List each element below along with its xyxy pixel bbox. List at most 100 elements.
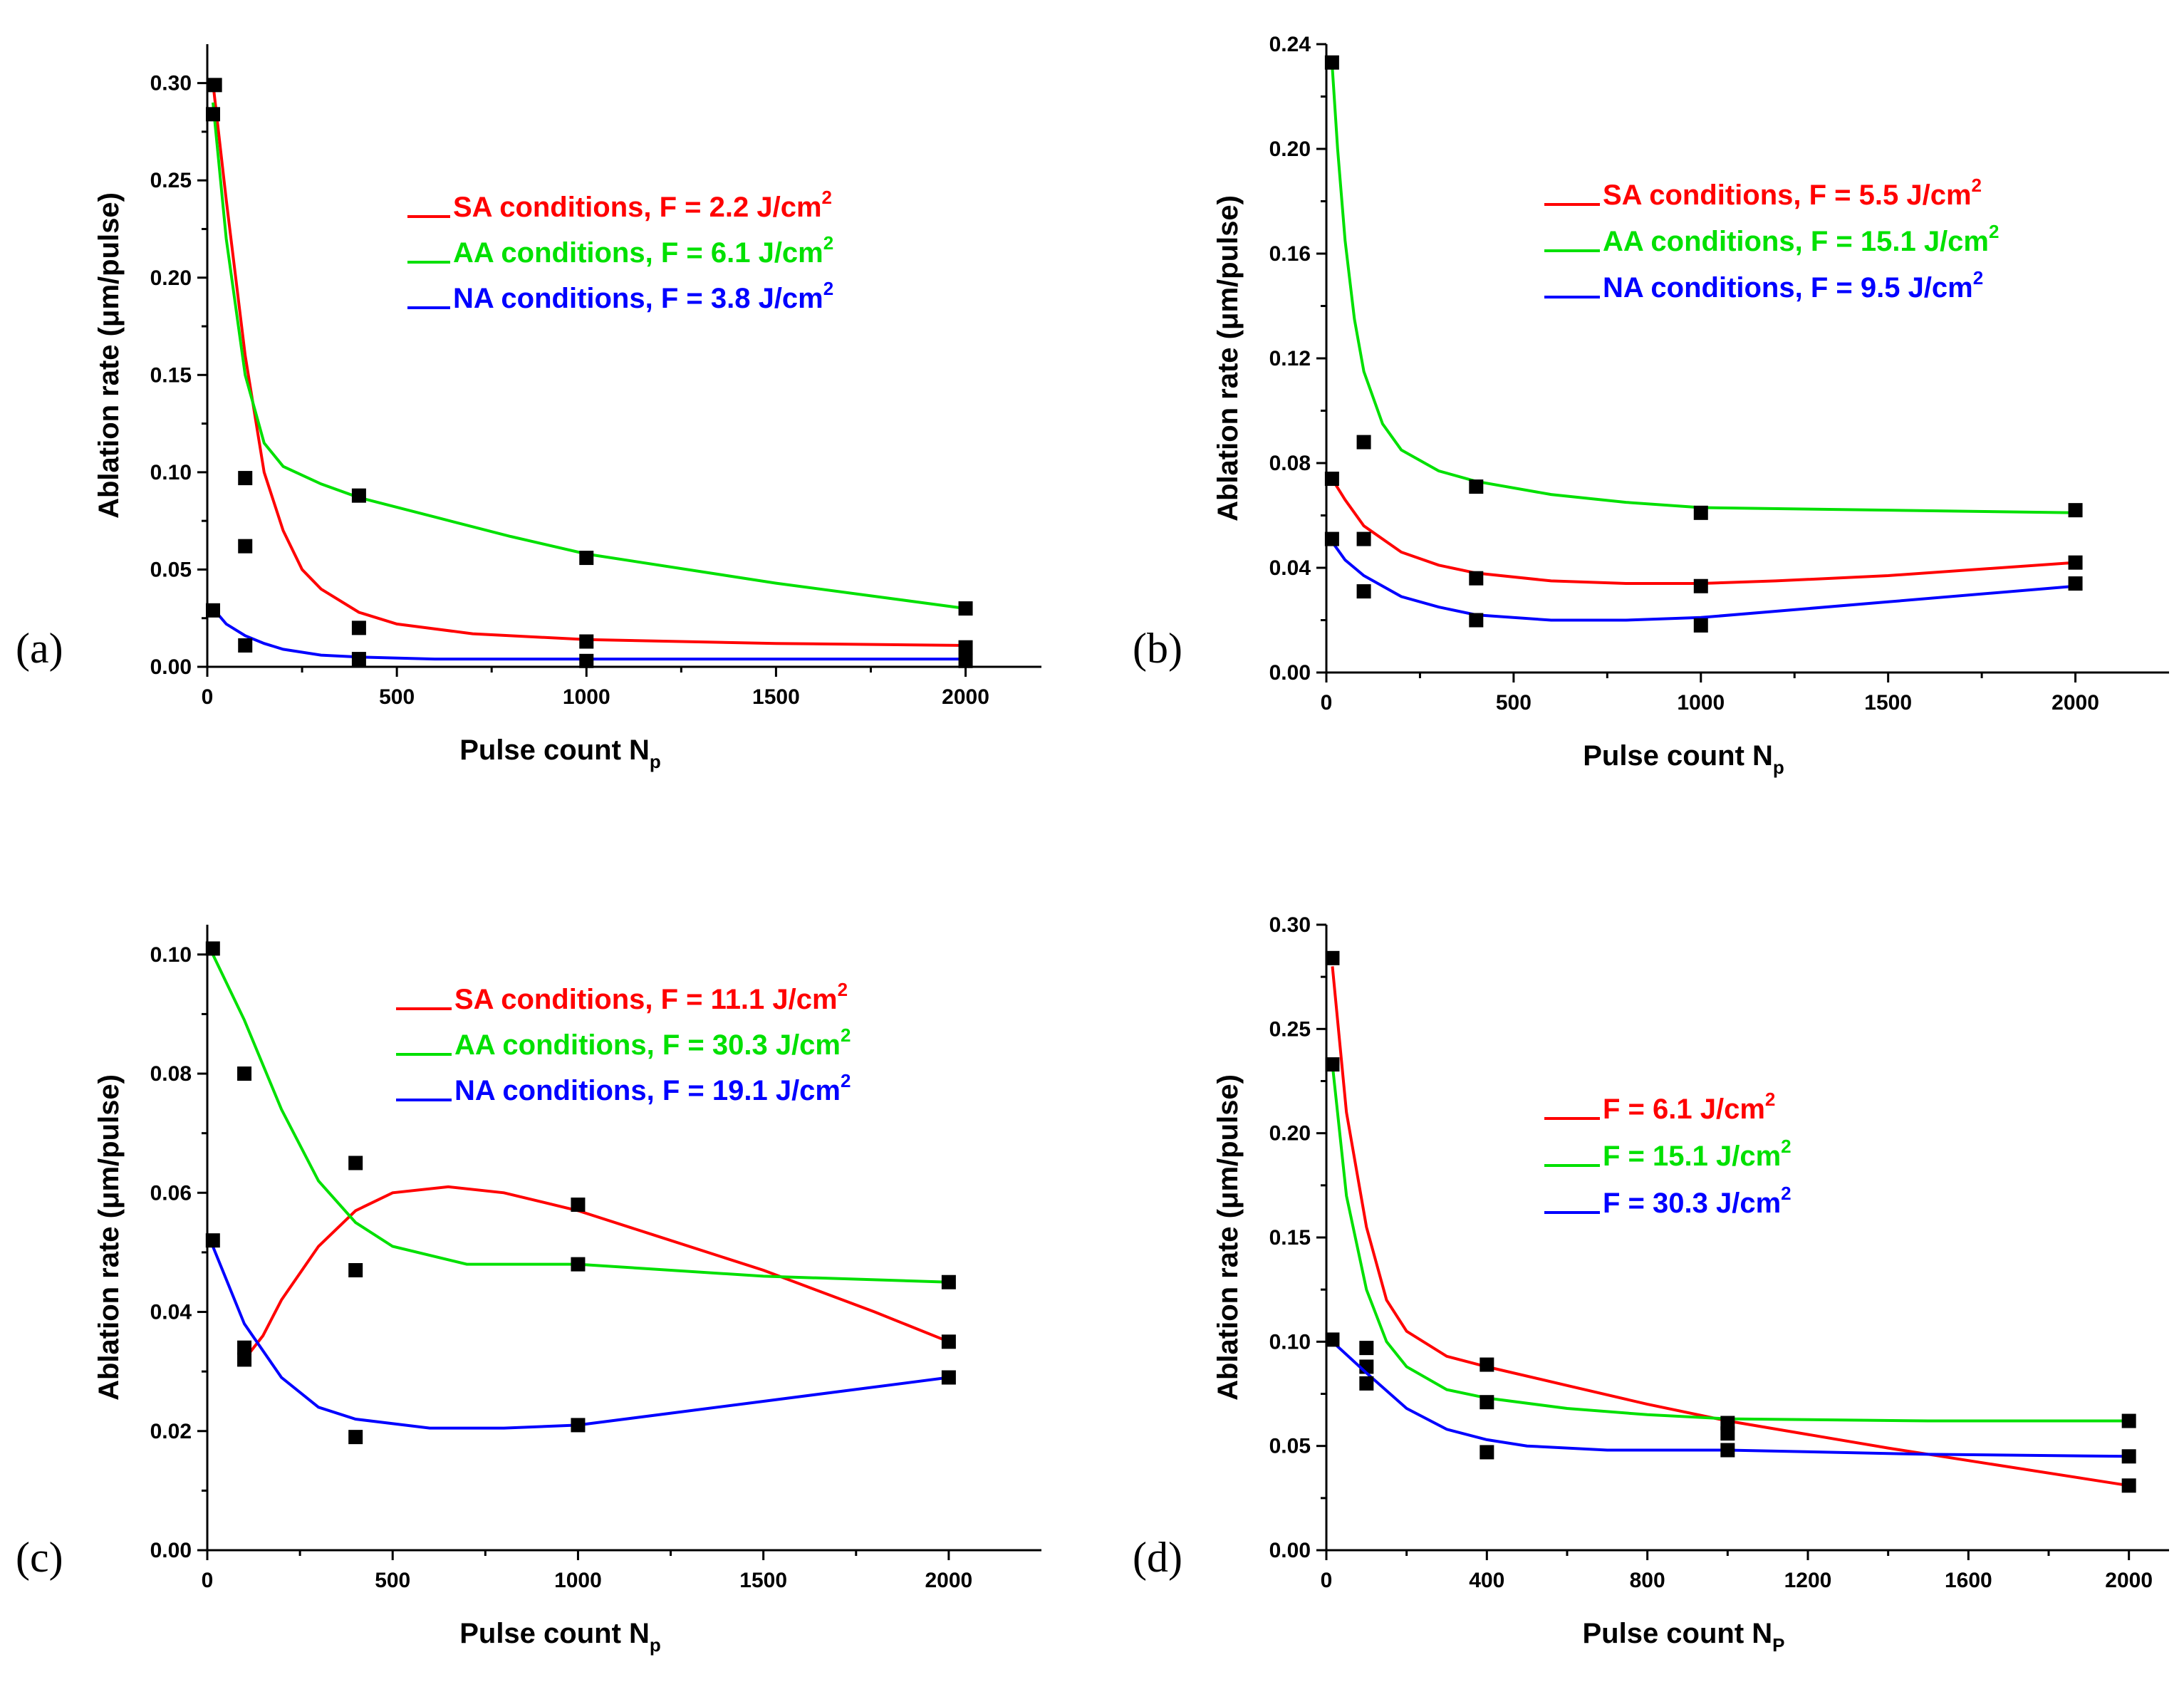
y-axis-title: Ablation rate (μm/pulse) — [1212, 195, 1244, 521]
x-axis-title-subscript: p — [650, 1634, 661, 1656]
data-point — [1469, 613, 1484, 628]
data-point — [207, 78, 222, 93]
data-point — [2121, 1413, 2136, 1428]
x-axis-title: Pulse count Np — [459, 734, 661, 772]
data-point — [571, 1257, 586, 1272]
y-tick-label: 0.04 — [150, 1301, 192, 1324]
y-tick-label: 0.25 — [1269, 1017, 1311, 1041]
y-tick-label: 0.30 — [150, 72, 192, 95]
y-tick-label: 0.30 — [1269, 913, 1311, 937]
legend-entry: NA conditions, F = 19.1 J/cm2 — [454, 1070, 851, 1106]
y-tick-label: 0.00 — [150, 1539, 192, 1562]
x-axis-title: Pulse count NP — [1582, 1618, 1784, 1656]
x-tick-label: 0 — [202, 685, 214, 709]
panel-label: (d) — [1133, 1534, 1182, 1581]
series-f-15-1-j-cm — [1325, 1057, 2136, 1431]
legend-entry: AA conditions, F = 6.1 J/cm2 — [453, 232, 833, 269]
fit-line — [243, 1185, 950, 1361]
x-axis-title-main: Pulse count N — [459, 1618, 650, 1649]
y-tick-label: 0.00 — [1269, 1539, 1311, 1562]
x-tick-label: 1000 — [563, 685, 610, 709]
y-tick-label: 0.00 — [150, 655, 192, 679]
legend-entry: AA conditions, F = 30.3 J/cm2 — [454, 1024, 851, 1061]
legend-superscript: 2 — [1972, 175, 1982, 196]
legend-label: NA conditions, F = 3.8 J/cm — [453, 283, 823, 314]
series-aa-conditions — [1324, 55, 2083, 520]
data-point — [2068, 576, 2083, 591]
x-axis-title-subscript: p — [1773, 757, 1784, 778]
data-point — [958, 601, 973, 616]
legend-entry: F = 6.1 J/cm2 — [1603, 1089, 1775, 1125]
fit-line — [1330, 62, 2076, 514]
panel-a: 0 500 1000 1500 2000 0.00 0.05 0.10 0.15 0.20 0.25… — [16, 44, 1041, 772]
data-point — [205, 603, 220, 618]
y-tick-label: 0.16 — [1269, 242, 1311, 266]
data-point — [348, 1262, 363, 1277]
x-tick-label: 0 — [202, 1569, 214, 1592]
legend-entry: SA conditions, F = 5.5 J/cm2 — [1603, 175, 1982, 211]
fit-line — [212, 102, 966, 611]
data-point — [1324, 531, 1339, 546]
y-tick-label: 0.24 — [1269, 33, 1311, 56]
data-point — [351, 488, 366, 503]
fit-line — [211, 1245, 950, 1430]
panel-c: 0 500 1000 1500 2000 0.00 0.02 0.04 0.06 0.08 0.10… — [16, 925, 1041, 1656]
data-point — [351, 652, 366, 667]
data-point — [1324, 55, 1339, 70]
y-axis-title: Ablation rate (μm/pulse) — [93, 192, 125, 519]
legend-label: AA conditions, F = 30.3 J/cm — [454, 1029, 841, 1061]
legend-entry: NA conditions, F = 9.5 J/cm2 — [1603, 267, 1983, 303]
x-axis-title-subscript: p — [650, 751, 661, 772]
legend-superscript: 2 — [1781, 1136, 1791, 1157]
y-tick-label: 0.10 — [1269, 1330, 1311, 1354]
data-point — [205, 107, 220, 122]
y-tick-label: 0.05 — [1269, 1435, 1311, 1458]
x-tick-label: 2000 — [925, 1569, 973, 1592]
data-point — [2068, 555, 2083, 570]
panel-label: (a) — [16, 625, 63, 672]
legend-superscript: 2 — [1989, 221, 1999, 242]
x-tick-label: 1000 — [1677, 691, 1725, 715]
series-f-6-1-j-cm — [1325, 950, 2136, 1493]
x-tick-label: 0 — [1321, 1569, 1333, 1592]
y-tick-label: 0.25 — [150, 169, 192, 192]
data-point — [1356, 435, 1371, 450]
legend-superscript: 2 — [1973, 267, 1983, 289]
data-point — [1359, 1376, 1374, 1391]
data-point — [2121, 1478, 2136, 1493]
legend-superscript: 2 — [823, 232, 833, 254]
x-tick-label: 800 — [1630, 1569, 1665, 1592]
data-point — [958, 653, 973, 668]
x-axis-title: Pulse count Np — [1583, 740, 1784, 778]
y-tick-label: 0.08 — [150, 1062, 192, 1086]
y-tick-label: 0.08 — [1269, 452, 1311, 475]
y-axis-title: Ablation rate (μm/pulse) — [1212, 1074, 1244, 1401]
legend-label: SA conditions, F = 2.2 J/cm — [453, 192, 822, 223]
x-tick-label: 500 — [379, 685, 415, 709]
data-point — [237, 1340, 252, 1355]
data-point — [1480, 1357, 1494, 1372]
data-point — [571, 1198, 586, 1213]
x-axis-title-main: Pulse count N — [459, 734, 650, 766]
data-point — [1693, 618, 1708, 633]
y-tick-label: 0.04 — [1269, 556, 1311, 580]
y-tick-label: 0.10 — [150, 461, 192, 484]
legend-label: F = 30.3 J/cm — [1603, 1188, 1781, 1219]
legend-superscript: 2 — [841, 1070, 851, 1091]
legend-superscript: 2 — [841, 1024, 851, 1046]
legend-label: SA conditions, F = 11.1 J/cm — [454, 984, 838, 1015]
series-na-conditions — [1324, 531, 2083, 633]
legend-entry: AA conditions, F = 15.1 J/cm2 — [1603, 221, 1999, 257]
data-point — [237, 1352, 252, 1367]
y-tick-label: 0.20 — [1269, 1122, 1311, 1146]
data-point — [1325, 1057, 1340, 1072]
y-tick-label: 0.20 — [150, 266, 192, 290]
x-tick-label: 1500 — [1864, 691, 1912, 715]
data-point — [579, 634, 594, 649]
panel-b: 0 500 1000 1500 2000 0.00 0.04 0.08 0.12 0.16 0.20… — [1133, 33, 2169, 778]
data-point — [571, 1418, 586, 1433]
x-tick-label: 1600 — [1945, 1569, 1992, 1592]
y-tick-label: 0.20 — [1269, 137, 1311, 161]
data-point — [1469, 479, 1484, 494]
